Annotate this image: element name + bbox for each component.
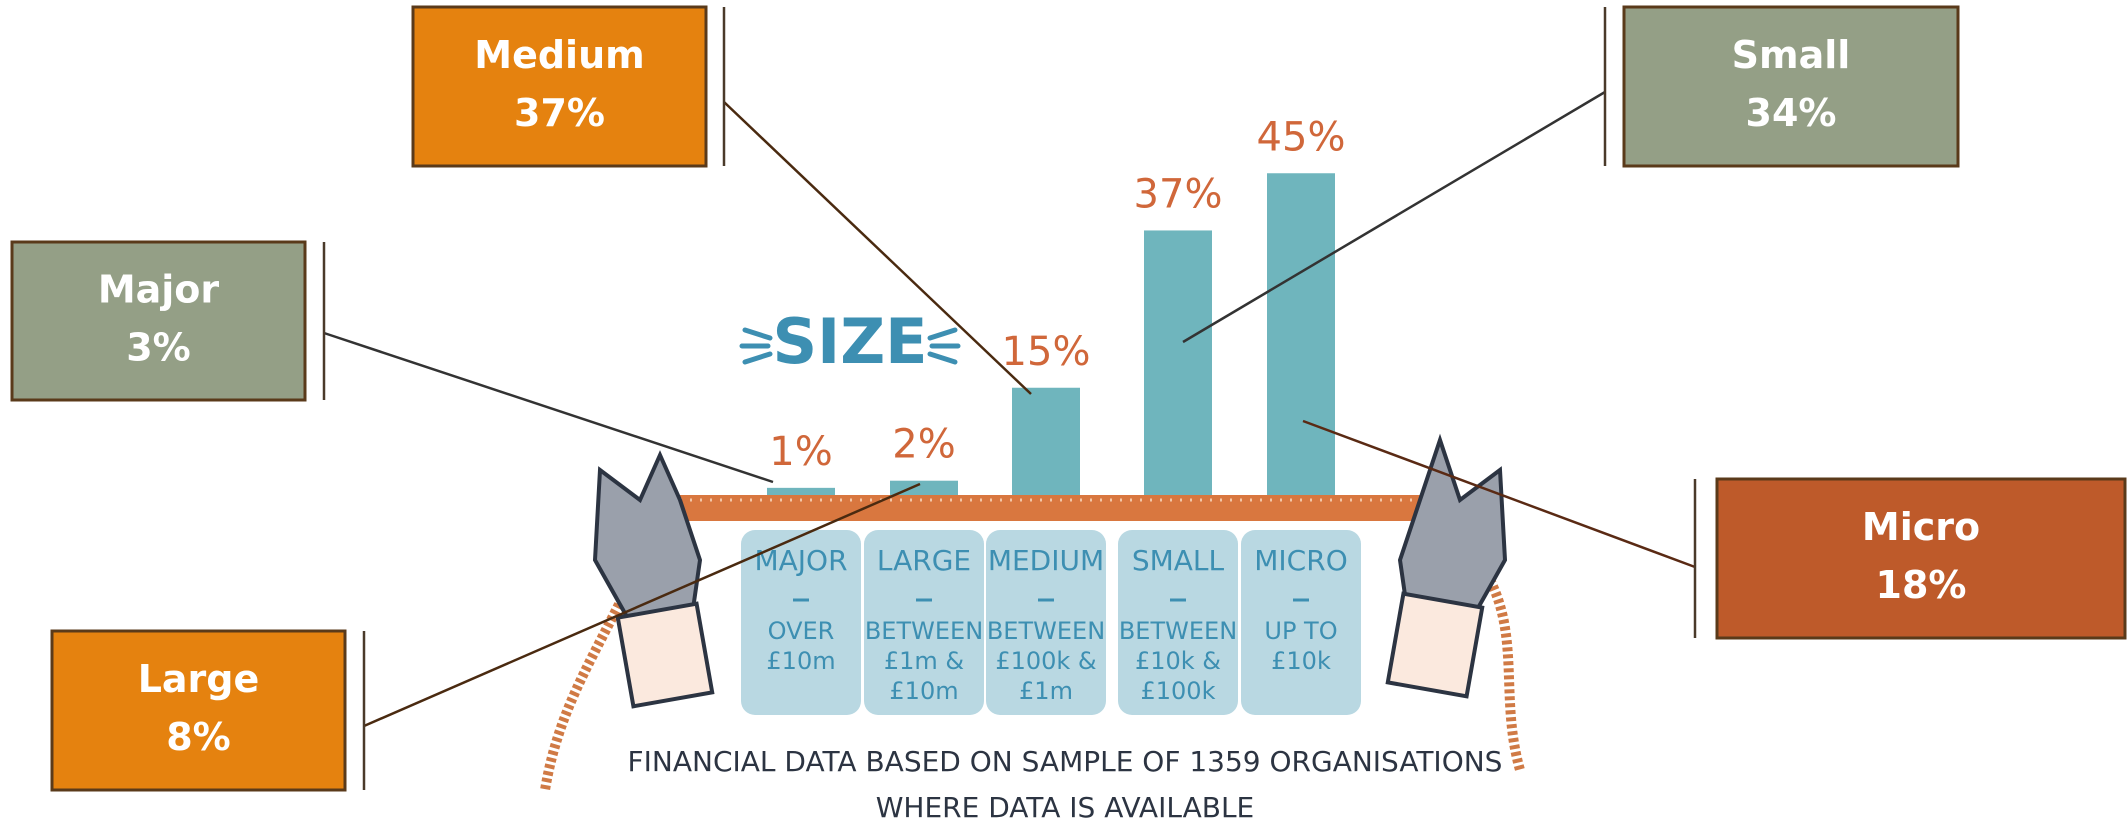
tape-end [1485,577,1525,772]
callout-box [10,240,307,402]
category-card [864,530,984,715]
callout-box [1622,5,1960,168]
title-dashes [739,327,961,365]
value-label: 2% [892,422,955,468]
callout-title: Major [98,268,220,312]
callout-box [50,629,347,792]
category-detail: OVER [768,617,835,645]
callout-box [411,5,708,168]
value-label: 45% [1257,114,1346,160]
connector [363,482,921,728]
category-detail: £1m & [884,647,964,675]
callout-value: 34% [1746,91,1837,135]
note: WHERE DATA IS AVAILABLE [876,791,1254,824]
callout-value: 3% [126,326,191,370]
bar [1144,230,1212,495]
category-detail: BETWEEN [1119,617,1237,645]
bar [1012,387,1080,495]
bar [890,480,958,495]
left-sleeve [615,601,715,709]
chart-title: SIZE [772,305,927,378]
category-label: LARGE [877,544,971,577]
callout-value: 18% [1876,563,1967,607]
value-label: 37% [1134,171,1223,217]
connector [723,101,1032,395]
category-label: MICRO [1254,544,1347,577]
category-label: SMALL [1132,544,1225,577]
callout-title: Large [138,657,260,701]
category-detail: £10m [766,647,835,675]
category-card [986,530,1106,715]
callout-title: Micro [1862,505,1980,549]
callout-value: 8% [166,715,231,759]
category-detail: £100k [1141,677,1216,705]
right-sleeve [1385,591,1485,699]
category-card [1118,530,1238,715]
category-detail: BETWEEN [865,617,983,645]
callout-value: 37% [514,91,605,135]
callout-title: Medium [474,33,644,77]
category-detail: £1m [1019,677,1073,705]
category-label: MEDIUM [988,544,1104,577]
category-card [1241,530,1361,715]
bar [767,487,835,495]
category-detail: £10k & [1135,647,1221,675]
note: FINANCIAL DATA BASED ON SAMPLE OF 1359 O… [628,745,1503,778]
category-detail: UP TO [1264,617,1337,645]
callout-box [1715,477,2127,640]
category-detail: £10k [1271,647,1331,675]
right-hand [1397,433,1508,643]
callout-title: Small [1732,33,1851,77]
value-label: 1% [769,429,832,475]
category-detail: £100k & [995,647,1096,675]
connector [1302,419,1696,569]
value-label: 15% [1002,329,1091,375]
category-detail: BETWEEN [987,617,1105,645]
bar [1267,173,1335,495]
connector [323,331,774,484]
category-card [741,530,861,715]
left-hand [592,450,703,643]
category-detail: £10m [889,677,958,705]
connector [1182,90,1606,344]
